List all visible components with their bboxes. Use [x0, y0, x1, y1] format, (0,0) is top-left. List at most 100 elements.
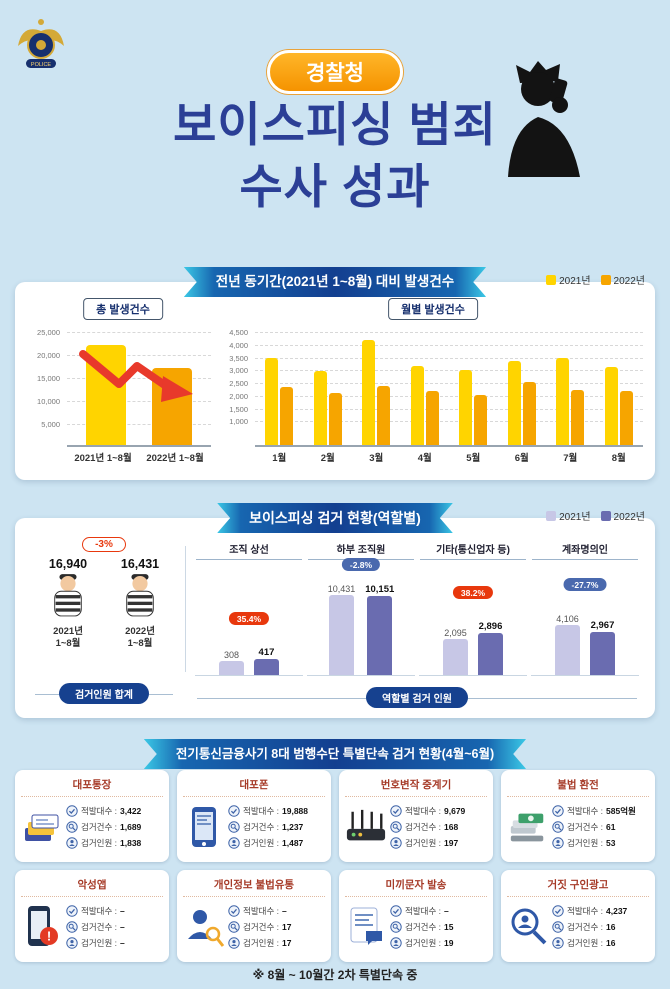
change-badge: -2.8%: [341, 558, 381, 571]
legend-label-2022: 2022년: [613, 512, 645, 523]
stat-row: 검거건수 : –: [66, 921, 163, 933]
svg-text:POLICE: POLICE: [31, 62, 52, 68]
stat-value: 1,689: [120, 822, 142, 832]
role-bars: 2,095 2,896 38.2%: [419, 562, 527, 676]
stat-label: 적발대수 :: [81, 806, 118, 816]
crackdown-card: 번호변작 중계기 적발대수 :9,679 검거건수 :168 검거인원 :197: [339, 770, 493, 862]
gridline: [255, 421, 643, 422]
stat-label: 적발대수 :: [243, 906, 280, 916]
stat-row: 검거인원 :19: [390, 937, 487, 949]
y-tick-label: 1,000: [229, 417, 248, 426]
y-tick-label: 25,000: [37, 328, 60, 337]
stat-label: 검거인원 :: [405, 838, 442, 848]
bar-value: 2,967: [590, 620, 615, 631]
stat-row: 검거건수 :1,237: [228, 821, 325, 833]
page-title-line1: 보이스피싱 범죄: [173, 98, 497, 151]
monthly-y-axis: 4,500 4,000 3,500 3,000 2,500 2,000 1,500 1,000: [221, 328, 251, 447]
stat-value: 9,679: [444, 806, 466, 816]
card-stats: 적발대수 :585억원 검거건수 :61 검거인원 :53: [552, 805, 649, 849]
role-bar-column: 10,151: [365, 584, 394, 675]
stat-label: 검거인원 :: [81, 938, 118, 948]
persons-icon: [390, 937, 402, 949]
x-axis-label: 8월: [611, 453, 626, 464]
y-tick-label: 1,500: [229, 405, 248, 414]
sms-icon: [345, 902, 387, 952]
stat-value: 585억원: [606, 806, 636, 816]
stat-value: 17: [282, 922, 292, 932]
bar-value: 2,095: [444, 628, 467, 638]
stat-row: 적발대수 : –: [390, 905, 487, 917]
stat-label: 검거건수 :: [81, 922, 118, 932]
card-title: 불법 환전: [507, 777, 649, 797]
stat-label: 검거건수 :: [405, 822, 442, 832]
monthly-bar: [459, 370, 473, 445]
total-y-axis: 25,000 20,000 15,000 10,000 5,000: [29, 328, 63, 447]
summary-period-2021: 2021년 1~8월: [53, 626, 83, 651]
stat-label: 적발대수 :: [405, 806, 442, 816]
role-bar: [442, 639, 468, 675]
legend-label-2022: 2022년: [613, 276, 645, 287]
role-title: 계좌명의인: [532, 532, 638, 560]
monthly-bar: [604, 367, 618, 445]
role-title: 기타(통신업자 등): [420, 532, 526, 560]
month-bar-group: [265, 358, 294, 445]
count-icon: [390, 805, 402, 817]
total-bars: [67, 332, 211, 447]
stat-row: 검거건수 :168: [390, 821, 487, 833]
crackdown-cards-grid: 대포통장 적발대수 :3,422 검거건수 :1,689 검거인원 :1,838 대포폰…: [15, 770, 655, 962]
stat-label: 검거인원 :: [405, 938, 442, 948]
monthly-gridlines: [255, 332, 643, 447]
role-bars: 10,431 10,151 -2.8%: [307, 558, 415, 676]
stat-label: 검거인원 :: [567, 838, 604, 848]
count-icon: [228, 905, 240, 917]
stat-value: 1,487: [282, 838, 304, 848]
period-months: 1~8월: [55, 638, 81, 650]
arrest-total-2022: 16,431: [120, 557, 160, 571]
occurrence-section: 전년 동기간(2021년 1~8월) 대비 발생건수 2021년 2022년 총…: [15, 282, 655, 480]
role-bar-column: 10,431: [328, 584, 355, 675]
role-bar: [253, 659, 279, 675]
role-title: 조직 상선: [196, 532, 302, 560]
card-stats: 적발대수 :19,888 검거건수 :1,237 검거인원 :1,487: [228, 805, 325, 849]
card-title: 미끼문자 발송: [345, 877, 487, 897]
gridline: [255, 345, 643, 346]
y-tick-label: 4,000: [229, 341, 248, 350]
crackdown-card: 개인정보 불법유통 적발대수 : – 검거건수 :17 검거인원 :17: [177, 870, 331, 962]
persons-icon: [66, 937, 78, 949]
month-labels: 1월 2월 3월 4월 5월 6월 7월 8월: [255, 450, 643, 464]
legend-swatch-2022: [600, 510, 611, 521]
stat-value: –: [120, 922, 125, 932]
gridline: [67, 332, 211, 333]
legend-swatch-2021: [546, 274, 557, 285]
phone-icon: [183, 802, 225, 852]
y-tick-label: 4,500: [229, 328, 248, 337]
stat-row: 검거인원 : –: [66, 937, 163, 949]
legend-swatch-2021: [546, 510, 557, 521]
bar-value: 4,106: [556, 614, 579, 624]
stat-row: 적발대수 :9,679: [390, 805, 487, 817]
role-bar-column: 308: [218, 650, 244, 675]
legend-item-2022: 2022년: [600, 272, 645, 287]
y-tick-label: 2,000: [229, 392, 248, 401]
section2-title-ribbon: 보이스피싱 검거 현황(역할별): [217, 503, 453, 533]
card-body: 적발대수 : – 검거건수 :15 검거인원 :19: [345, 902, 487, 952]
bottom-strip: [0, 989, 670, 1005]
card-title: 개인정보 불법유통: [183, 877, 325, 897]
stat-value: 168: [444, 822, 459, 832]
y-tick-label: 3,000: [229, 366, 248, 375]
month-bar-group: [556, 358, 585, 445]
monthly-bar: [474, 395, 488, 445]
cases-icon: [552, 821, 564, 833]
card-title: 악성앱: [21, 877, 163, 897]
stat-value: 1,237: [282, 822, 304, 832]
card-stats: 적발대수 : – 검거건수 : – 검거인원 : –: [66, 905, 163, 949]
section3-title-ribbon: 전기통신금융사기 8대 범행수단 특별단속 검거 현황(4월~6월): [144, 739, 526, 769]
role-bars: 308 417 35.4%: [195, 562, 303, 676]
bar-value: 2,896: [478, 621, 503, 632]
stat-row: 검거인원 :1,838: [66, 837, 163, 849]
count-icon: [390, 905, 402, 917]
monthly-bar: [328, 393, 342, 445]
cases-icon: [390, 921, 402, 933]
crackdown-card: 거짓 구인광고 적발대수 :4,237 검거건수 :16 검거인원 :16: [501, 870, 655, 962]
card-title: 거짓 구인광고: [507, 877, 649, 897]
